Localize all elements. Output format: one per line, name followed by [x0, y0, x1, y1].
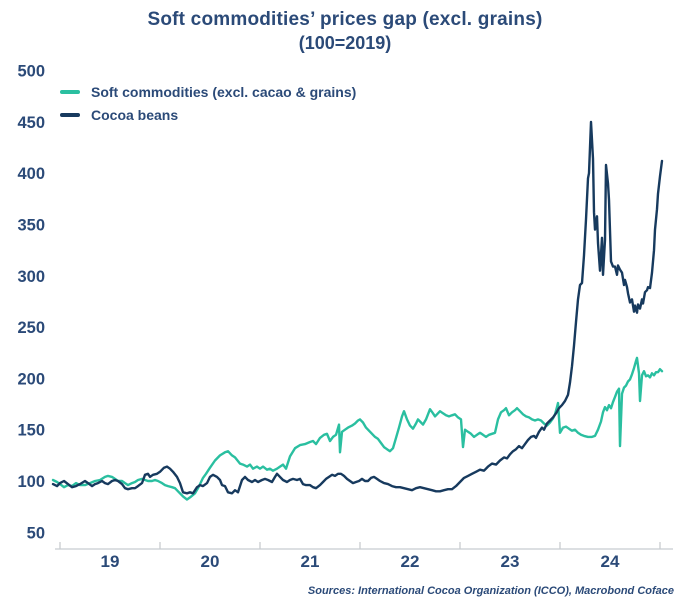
legend: Soft commodities (excl. cacao & grains) … — [60, 84, 356, 130]
source-note: Sources: International Cocoa Organizatio… — [307, 585, 674, 597]
chart-title: Soft commodities’ prices gap (excl. grai… — [147, 9, 543, 30]
y-axis-label: 250 — [17, 319, 45, 337]
soft-commodities-line — [51, 356, 664, 501]
x-axis-label: 24 — [601, 552, 620, 571]
soft-commodities-legend-label: Soft commodities (excl. cacao & grains) — [91, 84, 357, 100]
x-axis-label: 21 — [301, 552, 320, 571]
soft-commodities-legend-swatch-icon — [60, 90, 80, 94]
chart-subtitle: (100=2019) — [298, 33, 392, 53]
cocoa-beans-legend-swatch-icon — [60, 113, 80, 117]
y-axis-label: 500 — [17, 63, 45, 81]
x-axis-label: 23 — [501, 552, 520, 571]
cocoa-beans-legend-label: Cocoa beans — [91, 107, 179, 123]
x-axis-label: 22 — [401, 552, 420, 571]
x-axis-label: 20 — [201, 552, 220, 571]
y-axis-label: 200 — [17, 370, 45, 388]
y-axis-label: 400 — [17, 165, 45, 183]
legend-item-cocoa-beans: Cocoa beans — [60, 107, 356, 123]
cocoa-beans-line — [51, 120, 664, 495]
y-axis-label: 300 — [17, 268, 45, 286]
y-axis-label: 150 — [17, 422, 45, 440]
y-axis-label: 50 — [27, 524, 45, 542]
legend-item-soft-commodities: Soft commodities (excl. cacao & grains) — [60, 84, 356, 100]
y-axis-label: 100 — [17, 473, 45, 491]
y-axis-label: 450 — [17, 114, 45, 132]
y-axis-label: 350 — [17, 217, 45, 235]
x-axis-label: 19 — [101, 552, 120, 571]
